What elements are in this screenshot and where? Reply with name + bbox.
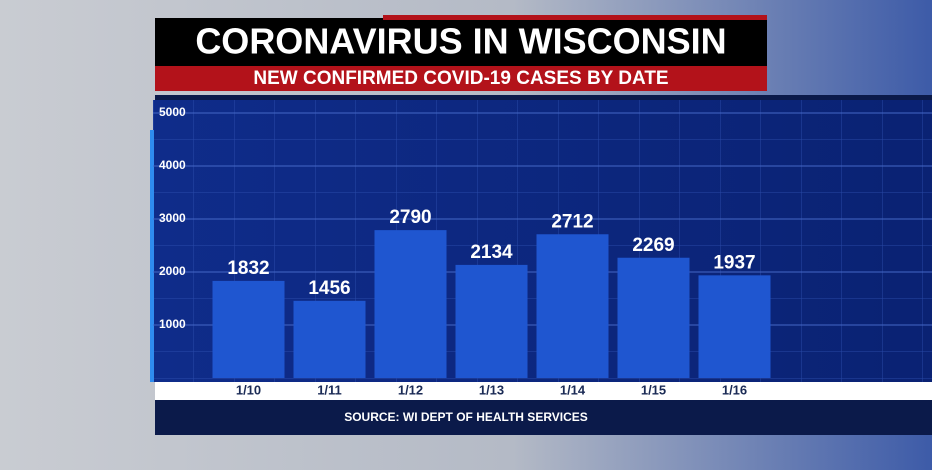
x-tick-label: 1/14 (560, 382, 586, 397)
value-label: 1937 (713, 252, 755, 273)
bar (374, 230, 447, 378)
y-tick-label: 5000 (159, 105, 186, 119)
bar (617, 257, 690, 378)
x-tick-label: 1/12 (398, 382, 423, 397)
bar (455, 264, 528, 378)
chart-title: CORONAVIRUS IN WISCONSIN (195, 21, 726, 62)
axis-accent (150, 130, 154, 382)
value-label: 2790 (389, 207, 431, 228)
source-note: SOURCE: WI DEPT OF HEALTH SERVICES (344, 410, 588, 424)
chart-subtitle: NEW CONFIRMED COVID-19 CASES BY DATE (253, 68, 668, 89)
bar (536, 234, 609, 378)
value-label: 1832 (227, 258, 269, 279)
bar (212, 280, 285, 378)
title-accent (383, 15, 767, 20)
x-tick-label: 1/11 (317, 382, 342, 397)
value-label: 1456 (308, 278, 350, 299)
x-tick-label: 1/10 (236, 382, 261, 397)
x-tick-label: 1/16 (722, 382, 747, 397)
y-tick-label: 2000 (159, 264, 186, 278)
value-label: 2269 (632, 235, 674, 256)
x-tick-label: 1/13 (479, 382, 504, 397)
y-tick-label: 1000 (159, 317, 186, 331)
y-tick-label: 3000 (159, 211, 186, 225)
x-axis-strip (155, 382, 932, 400)
bar (698, 275, 771, 378)
value-label: 2712 (551, 211, 593, 232)
subtitle-box (155, 66, 767, 91)
title-box (155, 18, 767, 66)
bar (293, 300, 366, 378)
x-tick-label: 1/15 (641, 382, 666, 397)
y-tick-label: 4000 (159, 158, 186, 172)
value-label: 2134 (470, 242, 513, 263)
